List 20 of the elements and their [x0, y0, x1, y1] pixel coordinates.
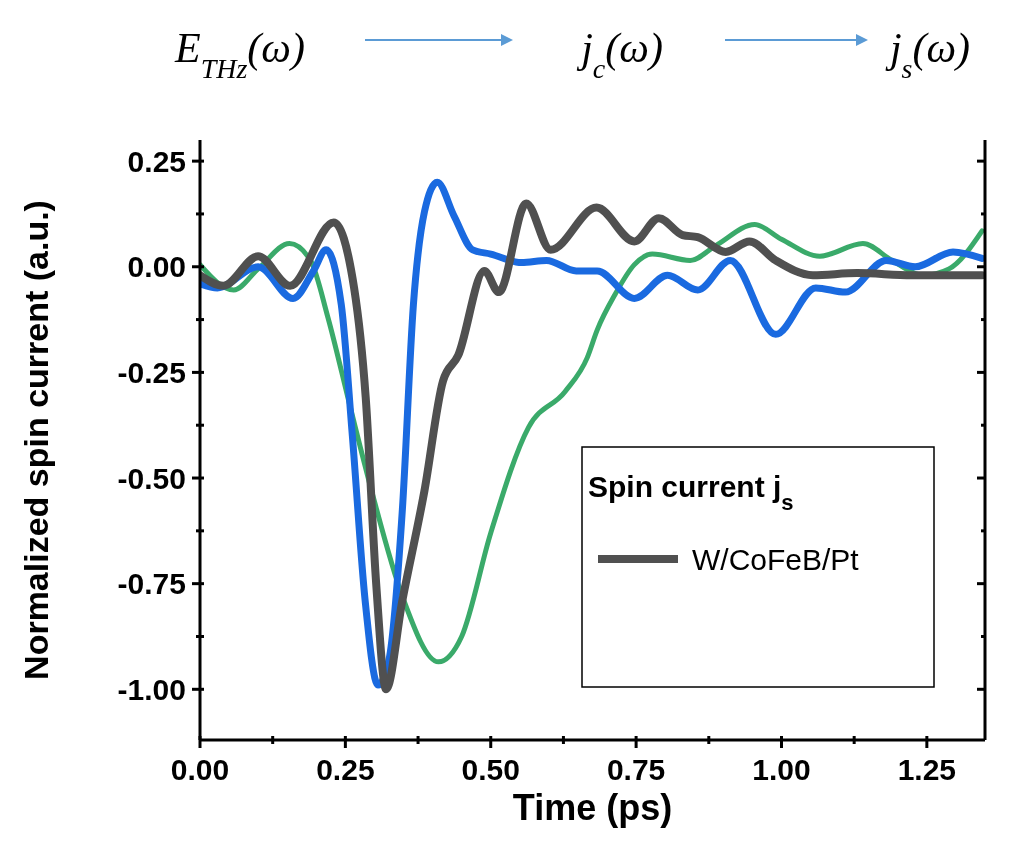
x-tick-label: 1.00 — [752, 753, 811, 786]
y-tick-label: 0.00 — [127, 250, 186, 284]
text: E$_{THz}$(ω) — [174, 25, 305, 84]
y-axis-title: Normalized spin current (a.u.) — [17, 200, 55, 680]
x-tick-label: 0.25 — [316, 753, 375, 786]
y-tick-label: -0.25 — [117, 355, 186, 389]
y-tick-label: -0.75 — [117, 567, 186, 601]
x-tick-label: 1.25 — [897, 753, 957, 786]
x-tick-label: 0.50 — [461, 753, 520, 786]
legend: Spin current j$_{s}$ W/CoFeB/Pt — [581, 446, 935, 688]
legend-label: W/CoFeB/Pt — [692, 542, 860, 576]
y-tick-label: -0.50 — [117, 461, 186, 495]
text: j$_{s}$(ω) — [884, 25, 971, 84]
x-axis-title: Time (ps) — [512, 787, 673, 828]
text: j$_{c}$(ω) — [576, 25, 663, 84]
x-tick-label: 0.00 — [170, 753, 230, 786]
legend-title: Spin current j$_{s}$ — [588, 470, 794, 515]
x-tick-label: 0.75 — [606, 753, 666, 786]
y-tick-label: -1.00 — [117, 672, 186, 706]
y-tick-label: 0.25 — [127, 144, 186, 178]
